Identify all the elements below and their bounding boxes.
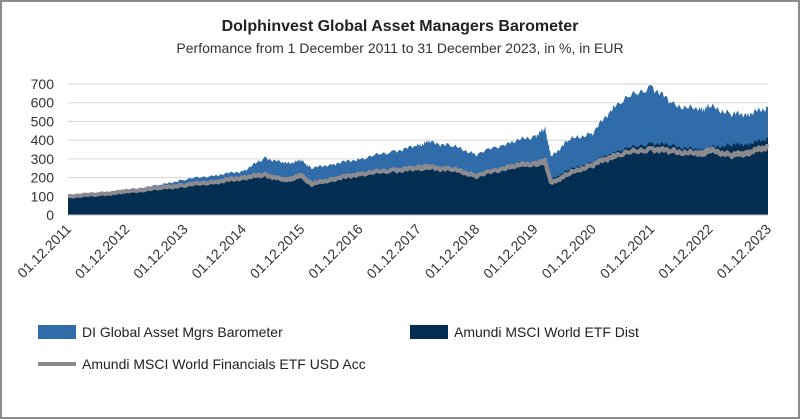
legend-label-barometer: DI Global Asset Mgrs Barometer bbox=[82, 324, 283, 340]
legend-swatch-world bbox=[410, 325, 448, 339]
series-area-1 bbox=[68, 137, 768, 215]
x-tick-label: 01.12.2020 bbox=[538, 221, 599, 282]
x-tick-label: 01.12.2016 bbox=[305, 221, 366, 282]
y-tick-label: 400 bbox=[31, 132, 55, 148]
legend-item-world: Amundi MSCI World ETF Dist bbox=[410, 324, 639, 340]
x-tick-label: 01.12.2022 bbox=[655, 221, 716, 282]
x-tick-label: 01.12.2019 bbox=[480, 221, 541, 282]
series-line-2 bbox=[67, 143, 770, 199]
legend-label-world: Amundi MSCI World ETF Dist bbox=[454, 324, 639, 340]
y-tick-label: 100 bbox=[31, 188, 55, 204]
x-tick-label: 01.12.2023 bbox=[713, 221, 774, 282]
legend-item-financials: Amundi MSCI World Financials ETF USD Acc bbox=[38, 356, 366, 372]
y-tick-label: 600 bbox=[31, 95, 55, 111]
x-tick-label: 01.12.2011 bbox=[14, 221, 74, 281]
x-tick-label: 01.12.2017 bbox=[363, 221, 424, 282]
chart-subtitle: Perfomance from 1 December 2011 to 31 De… bbox=[176, 40, 624, 56]
x-tick-label: 01.12.2015 bbox=[247, 221, 308, 282]
legend-label-financials: Amundi MSCI World Financials ETF USD Acc bbox=[82, 356, 366, 372]
legend-item-barometer: DI Global Asset Mgrs Barometer bbox=[38, 324, 283, 340]
x-tick-label: 01.12.2018 bbox=[422, 221, 483, 282]
y-tick-label: 700 bbox=[31, 76, 55, 92]
x-tick-label: 01.12.2012 bbox=[72, 221, 133, 282]
x-tick-label: 01.12.2021 bbox=[597, 221, 658, 282]
legend-swatch-barometer bbox=[38, 325, 76, 339]
x-tick-label: 01.12.2014 bbox=[188, 221, 249, 282]
y-tick-label: 200 bbox=[31, 170, 55, 186]
chart-title: Dolphinvest Global Asset Managers Barome… bbox=[221, 18, 579, 35]
y-tick-label: 500 bbox=[31, 113, 55, 129]
x-tick-label: 01.12.2013 bbox=[130, 221, 191, 282]
y-tick-label: 0 bbox=[46, 207, 54, 223]
y-tick-label: 300 bbox=[31, 151, 55, 167]
legend-swatch-financials bbox=[38, 362, 76, 366]
